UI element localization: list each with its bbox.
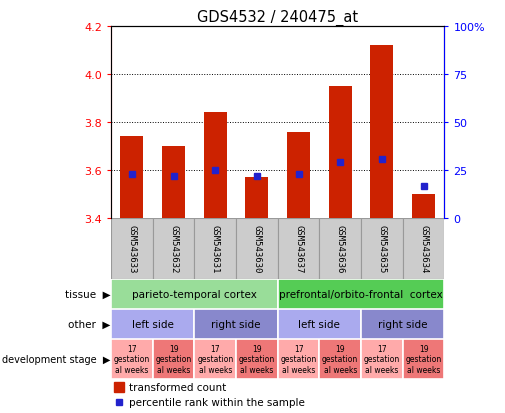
Bar	[121, 137, 143, 218]
Text: 19
gestation
al weeks: 19 gestation al weeks	[406, 344, 442, 374]
Bar	[361, 218, 402, 279]
Bar	[245, 178, 268, 218]
Bar	[278, 279, 444, 309]
Text: left side: left side	[132, 319, 174, 329]
Bar	[236, 339, 278, 379]
Text: GSM543631: GSM543631	[211, 225, 220, 273]
Text: percentile rank within the sample: percentile rank within the sample	[129, 397, 306, 407]
Bar	[194, 339, 236, 379]
Text: GSM543633: GSM543633	[127, 225, 136, 273]
Text: 17
gestation
al weeks: 17 gestation al weeks	[114, 344, 150, 374]
Bar	[329, 87, 351, 218]
Bar	[319, 218, 361, 279]
Text: 19
gestation
al weeks: 19 gestation al weeks	[322, 344, 359, 374]
Text: parieto-temporal cortex: parieto-temporal cortex	[132, 289, 257, 299]
Bar	[111, 339, 153, 379]
Text: GSM543634: GSM543634	[419, 225, 428, 273]
Bar	[278, 309, 361, 339]
Text: GSM543630: GSM543630	[252, 225, 262, 273]
Bar	[278, 339, 319, 379]
Text: prefrontal/orbito-frontal  cortex: prefrontal/orbito-frontal cortex	[279, 289, 443, 299]
Bar	[402, 339, 444, 379]
Text: other  ▶: other ▶	[68, 319, 110, 329]
Bar	[278, 218, 319, 279]
Bar	[111, 279, 278, 309]
Bar	[204, 113, 227, 218]
Bar	[194, 309, 278, 339]
Text: transformed count: transformed count	[129, 382, 227, 392]
Text: 19
gestation
al weeks: 19 gestation al weeks	[156, 344, 192, 374]
Title: GDS4532 / 240475_at: GDS4532 / 240475_at	[197, 9, 359, 26]
Text: 19
gestation
al weeks: 19 gestation al weeks	[239, 344, 275, 374]
Text: GSM543635: GSM543635	[377, 225, 386, 273]
Text: right side: right side	[211, 319, 261, 329]
Bar	[402, 218, 444, 279]
Bar	[371, 46, 393, 218]
Text: 17
gestation
al weeks: 17 gestation al weeks	[280, 344, 317, 374]
Bar	[361, 339, 402, 379]
Bar	[111, 309, 194, 339]
Bar	[111, 218, 153, 279]
Text: GSM543632: GSM543632	[169, 225, 178, 273]
Bar	[361, 309, 444, 339]
Bar	[194, 218, 236, 279]
Text: right side: right side	[378, 319, 428, 329]
Text: left side: left side	[298, 319, 340, 329]
Bar	[319, 339, 361, 379]
Bar	[412, 195, 435, 218]
Bar	[153, 339, 194, 379]
Bar	[287, 132, 310, 218]
Text: tissue  ▶: tissue ▶	[65, 289, 110, 299]
Text: GSM543637: GSM543637	[294, 225, 303, 273]
Text: development stage  ▶: development stage ▶	[2, 354, 110, 364]
Text: 17
gestation
al weeks: 17 gestation al weeks	[364, 344, 400, 374]
Text: 17
gestation
al weeks: 17 gestation al weeks	[197, 344, 233, 374]
Bar	[153, 218, 194, 279]
Text: GSM543636: GSM543636	[336, 225, 345, 273]
Bar	[236, 218, 278, 279]
Bar	[162, 147, 185, 218]
